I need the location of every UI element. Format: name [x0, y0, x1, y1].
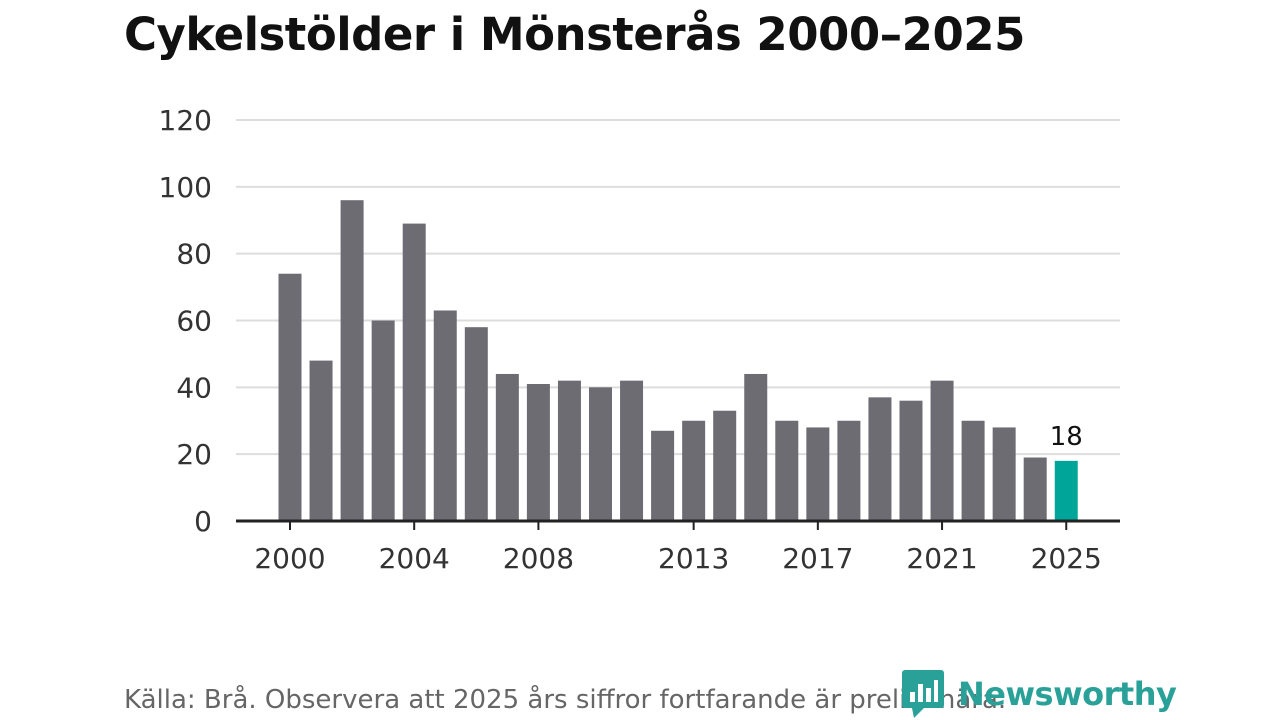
bar-2012 — [651, 430, 675, 521]
bar-2008 — [526, 383, 550, 521]
bar-2014 — [713, 410, 737, 521]
bar-2017 — [806, 427, 830, 521]
chart-title: Cykelstölder i Mönsterås 2000–2025 — [124, 8, 1025, 61]
y-tick-label: 20 — [176, 438, 212, 471]
y-tick-label: 120 — [159, 104, 212, 137]
bar-2024 — [1023, 457, 1047, 521]
bar-2020 — [899, 400, 923, 521]
x-tick-label: 2004 — [379, 542, 450, 575]
y-tick-label: 80 — [176, 238, 212, 271]
bar-2004 — [402, 223, 426, 521]
bar-2013 — [682, 420, 706, 521]
y-tick-label: 100 — [159, 171, 212, 204]
x-tick-label: 2013 — [658, 542, 729, 575]
bar-chart: 0 20 40 60 80 100 120 18 2000 2004 2008 2013 2017 202… — [159, 104, 1120, 575]
bar-2003 — [371, 320, 395, 521]
x-tick-label: 2000 — [254, 542, 325, 575]
axes — [236, 519, 1120, 530]
x-tick-label: 2021 — [906, 542, 977, 575]
grid-lines — [236, 119, 1120, 456]
bar-2009 — [557, 380, 581, 521]
bar-2016 — [775, 420, 799, 521]
newsworthy-logo-icon — [902, 670, 944, 718]
bar-2021 — [930, 380, 954, 521]
bar-2007 — [495, 373, 519, 521]
bar-2011 — [620, 380, 644, 521]
bar-2010 — [589, 387, 612, 521]
x-tick-label: 2017 — [782, 542, 853, 575]
bar-2001 — [309, 360, 333, 521]
bar-2005 — [433, 310, 457, 521]
bar-2000 — [278, 273, 302, 521]
bars — [278, 200, 1078, 521]
bar-2025 — [1054, 460, 1078, 521]
bar-2019 — [868, 397, 892, 521]
source-note: Källa: Brå. Observera att 2025 års siffr… — [124, 685, 1007, 715]
x-tick-label: 2025 — [1031, 542, 1102, 575]
brand-name: Newsworthy — [958, 675, 1177, 713]
bar-2018 — [837, 420, 861, 521]
y-tick-label: 0 — [194, 505, 212, 538]
bar-2002 — [340, 200, 364, 521]
labels: 0 20 40 60 80 100 120 18 2000 2004 2008 2013 2017 202… — [159, 104, 1102, 575]
bar-2015 — [744, 373, 768, 521]
y-tick-label: 60 — [176, 305, 212, 338]
brand: Newsworthy — [902, 670, 1177, 718]
data-label-2025: 18 — [1050, 422, 1083, 452]
y-tick-label: 40 — [176, 371, 212, 404]
bar-2022 — [961, 420, 985, 521]
bar-2006 — [464, 327, 488, 521]
x-tick-label: 2008 — [503, 542, 574, 575]
bar-2023 — [992, 427, 1016, 521]
